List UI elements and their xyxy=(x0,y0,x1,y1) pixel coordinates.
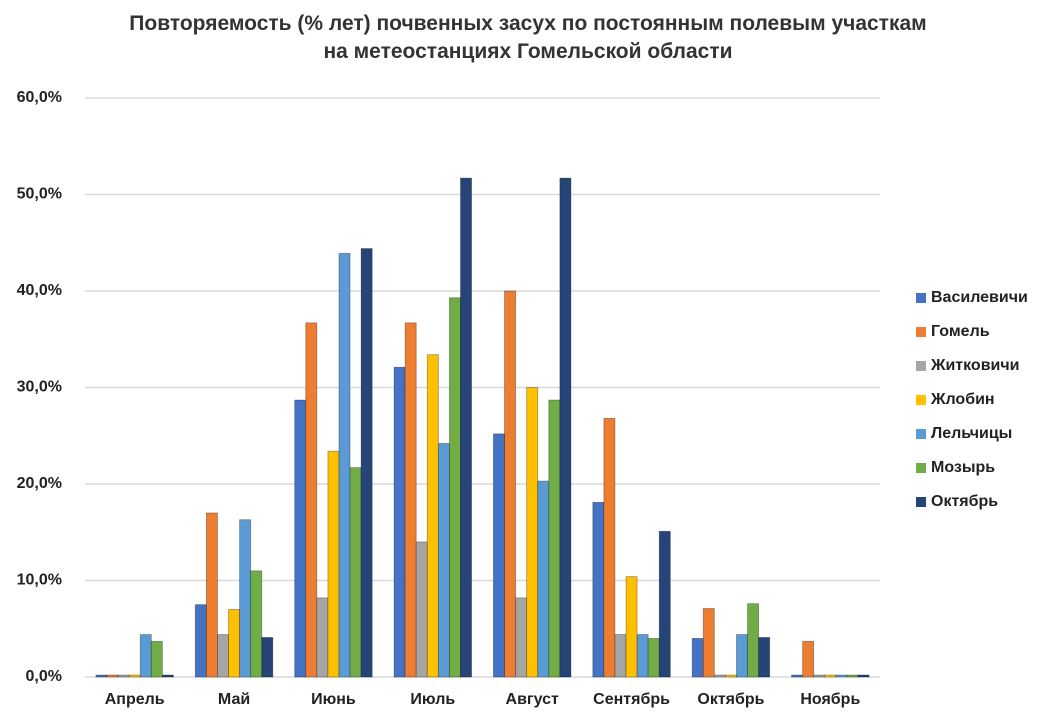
bar xyxy=(250,570,263,678)
bar xyxy=(205,512,218,678)
x-tick-label: Август xyxy=(506,691,559,708)
legend-swatch xyxy=(916,361,926,371)
bar xyxy=(603,417,616,678)
bar xyxy=(813,674,826,678)
chart-title: Повторяемость (% лет) почвенных засух по… xyxy=(129,12,927,63)
legend-swatch xyxy=(916,293,926,303)
bar xyxy=(261,637,274,678)
bar xyxy=(139,634,152,678)
bar xyxy=(791,674,804,678)
bar xyxy=(846,674,859,678)
bar xyxy=(449,297,461,678)
bar xyxy=(460,177,472,678)
bar xyxy=(614,634,627,678)
legend-label: Гомель xyxy=(931,323,990,340)
bar xyxy=(713,674,726,678)
bar xyxy=(360,248,373,678)
bar xyxy=(504,290,516,678)
bar xyxy=(404,322,417,678)
bar xyxy=(228,609,240,678)
bar xyxy=(393,366,406,678)
bar xyxy=(857,674,870,678)
bar xyxy=(747,603,760,678)
bar xyxy=(150,640,163,678)
bar xyxy=(835,674,848,678)
bar xyxy=(217,634,229,678)
bar xyxy=(239,519,252,678)
legend-label: Октябрь xyxy=(931,493,998,510)
y-tick-label: 60,0% xyxy=(17,89,62,106)
legend-swatch xyxy=(916,463,926,473)
bar xyxy=(691,638,704,678)
bar xyxy=(117,674,130,678)
bar xyxy=(415,541,428,678)
x-tick-label: Июль xyxy=(410,691,455,708)
bar xyxy=(128,674,141,678)
legend-label: Житковичи xyxy=(930,357,1020,374)
y-tick-label: 50,0% xyxy=(17,186,62,203)
legend-label: Лельчицы xyxy=(931,425,1012,442)
bar xyxy=(294,399,307,678)
bar xyxy=(824,674,837,678)
legend-swatch xyxy=(916,429,926,439)
bar xyxy=(526,387,539,678)
bar xyxy=(548,399,561,678)
bar xyxy=(592,501,605,678)
bar xyxy=(658,530,671,678)
legend-label: Василевичи xyxy=(931,289,1028,306)
y-tick-label: 0,0% xyxy=(26,668,62,685)
x-tick-label: Сентябрь xyxy=(593,691,670,708)
bar xyxy=(161,674,174,678)
bar xyxy=(802,640,815,678)
y-tick-label: 30,0% xyxy=(17,379,62,396)
bar xyxy=(625,576,638,678)
y-tick-label: 10,0% xyxy=(17,572,62,589)
x-tick-label: Апрель xyxy=(105,691,165,708)
bar xyxy=(537,480,550,678)
bar xyxy=(725,674,737,678)
bar xyxy=(702,608,715,678)
bar xyxy=(515,597,528,678)
x-tick-label: Октябрь xyxy=(697,691,764,708)
x-tick-label: Июнь xyxy=(311,691,356,708)
x-tick-label: Ноябрь xyxy=(800,691,860,708)
legend-swatch xyxy=(916,497,926,507)
bar xyxy=(437,443,450,678)
bar xyxy=(327,450,340,678)
legend-swatch xyxy=(916,327,926,337)
bar xyxy=(647,638,660,678)
legend-swatch xyxy=(916,395,926,405)
bar xyxy=(305,322,318,678)
bar xyxy=(194,604,207,678)
legend-label: Жлобин xyxy=(930,391,995,408)
legend-label: Мозырь xyxy=(931,459,995,476)
bar xyxy=(493,433,505,678)
y-tick-label: 20,0% xyxy=(17,475,62,492)
y-tick-label: 40,0% xyxy=(17,282,62,299)
bar xyxy=(316,597,329,678)
bar xyxy=(106,674,119,678)
bar xyxy=(349,467,362,678)
bar xyxy=(95,674,108,678)
bar xyxy=(338,252,351,678)
x-tick-label: Май xyxy=(218,691,250,708)
bar xyxy=(736,634,748,678)
bar xyxy=(426,354,439,678)
bar xyxy=(758,637,771,678)
bar xyxy=(559,177,572,678)
bar xyxy=(636,634,649,678)
